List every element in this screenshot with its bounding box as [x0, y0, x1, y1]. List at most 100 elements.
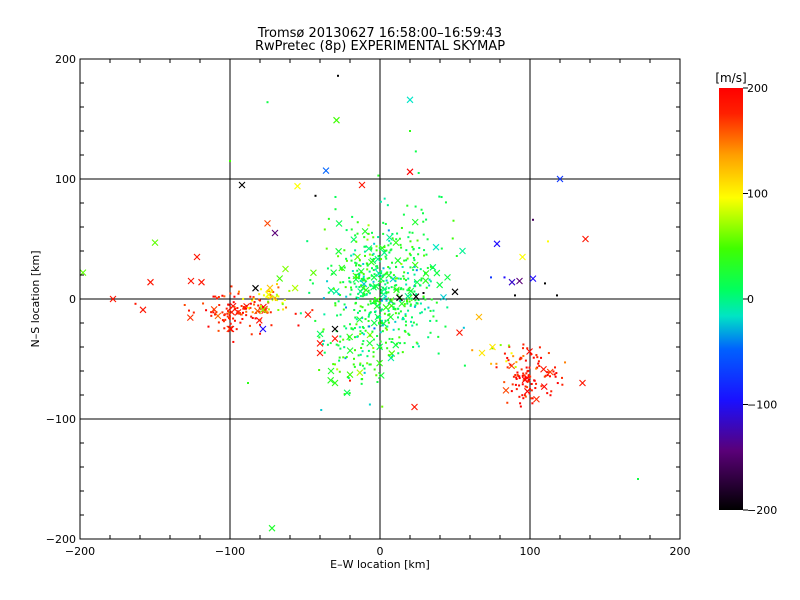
data-point: [522, 354, 525, 357]
colorbar: 200 100 0 −100 −200 [m/s]: [715, 71, 777, 517]
data-point: [330, 264, 333, 267]
data-point: [388, 313, 391, 316]
data-point: [535, 367, 538, 370]
data-point: [399, 299, 402, 302]
data-point: [503, 381, 506, 384]
data-point: [362, 279, 365, 282]
data-point: [370, 274, 373, 277]
data-point: [390, 356, 393, 359]
data-point: [247, 382, 249, 384]
data-point: [406, 257, 409, 260]
data-point: [327, 217, 330, 220]
data-point: [549, 394, 552, 397]
data-point: [355, 318, 358, 321]
data-point: [380, 258, 383, 261]
data-point: [245, 304, 248, 307]
data-point: [413, 290, 416, 293]
data-point: [389, 242, 392, 245]
data-point: [325, 247, 328, 250]
data-point-cross: [259, 306, 267, 314]
data-point: [423, 308, 426, 311]
data-point: [417, 345, 420, 348]
data-point: [252, 296, 255, 299]
data-point: [417, 171, 420, 174]
data-point: [368, 325, 371, 328]
data-point: [212, 311, 215, 314]
data-point: [368, 276, 371, 279]
data-point: [384, 283, 387, 286]
data-point-cross: [432, 243, 440, 251]
data-point: [397, 312, 400, 315]
data-point: [361, 325, 364, 328]
data-point: [318, 369, 321, 372]
data-point: [522, 343, 525, 346]
data-point-cross: [259, 325, 267, 333]
data-point: [259, 332, 262, 335]
data-point: [383, 273, 386, 276]
data-point: [438, 195, 441, 198]
data-point: [386, 204, 389, 207]
data-point-cross: [451, 288, 459, 296]
data-point: [394, 320, 397, 323]
data-point: [226, 312, 229, 315]
data-point-cross: [422, 277, 430, 285]
data-point: [377, 255, 380, 258]
data-point: [397, 288, 400, 291]
data-point: [372, 252, 375, 255]
data-point: [403, 305, 406, 308]
data-point: [224, 318, 227, 321]
data-point-cross: [392, 341, 400, 349]
data-point: [413, 265, 416, 268]
data-point: [531, 402, 534, 405]
data-point: [391, 232, 394, 235]
data-point: [380, 309, 383, 312]
data-point: [387, 291, 390, 294]
data-point-cross: [382, 304, 390, 311]
data-point: [253, 303, 256, 306]
data-point: [384, 319, 387, 322]
data-point: [429, 331, 432, 334]
data-point: [417, 253, 420, 256]
data-point-cross: [198, 278, 205, 286]
data-point: [321, 330, 324, 333]
data-point: [387, 354, 390, 357]
data-point: [527, 379, 530, 382]
data-point: [416, 239, 419, 242]
data-point: [360, 382, 363, 385]
data-point: [364, 318, 367, 321]
data-point: [506, 356, 509, 359]
data-point: [249, 295, 252, 298]
data-point: [343, 266, 346, 269]
data-point: [341, 268, 344, 271]
data-point: [503, 352, 506, 355]
data-point: [230, 285, 233, 288]
data-point: [394, 312, 397, 315]
data-point-cross: [392, 239, 400, 246]
data-point: [362, 262, 365, 265]
data-point: [368, 283, 371, 286]
data-point: [409, 266, 412, 269]
y-tick-label: −200: [46, 533, 76, 546]
data-point: [258, 293, 261, 296]
data-point: [429, 319, 432, 322]
data-point: [409, 304, 412, 307]
data-point: [344, 286, 347, 289]
data-point: [524, 376, 527, 379]
data-point: [274, 299, 277, 302]
data-point: [358, 259, 361, 262]
data-point: [389, 249, 392, 252]
data-point: [260, 288, 263, 291]
data-point: [369, 302, 372, 305]
x-tick-label: −200: [65, 545, 95, 558]
data-point: [379, 316, 382, 319]
data-point: [507, 359, 510, 362]
data-point: [397, 307, 400, 310]
data-point: [337, 293, 340, 296]
data-point: [343, 249, 346, 252]
data-point: [361, 378, 364, 381]
data-point: [556, 382, 559, 385]
data-point: [361, 350, 364, 353]
data-point: [248, 324, 251, 327]
data-point: [361, 331, 364, 334]
data-point: [377, 174, 380, 177]
